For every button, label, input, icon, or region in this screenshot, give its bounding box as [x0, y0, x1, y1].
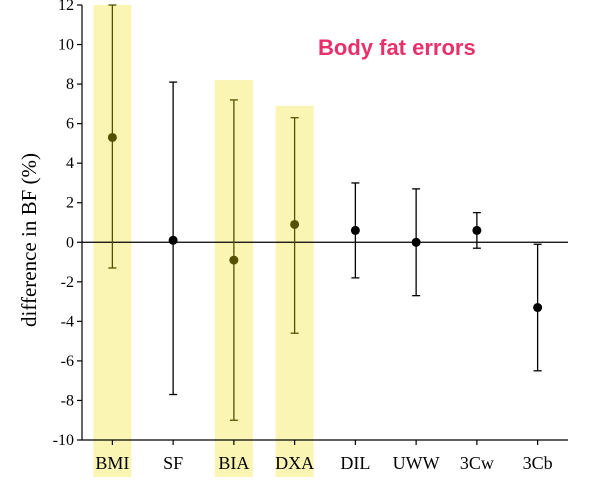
x-category-label-bia: BIA	[218, 453, 249, 473]
x-category-label-3cb: 3Cb	[523, 453, 553, 473]
y-tick-label-8: 8	[66, 76, 74, 93]
y-tick-label-4: 4	[66, 155, 74, 172]
y-tick-label--8: -8	[61, 392, 74, 409]
x-category-label-bmi: BMI	[95, 453, 129, 473]
x-category-label-3cw: 3Cw	[460, 453, 494, 473]
highlight-bands	[93, 5, 314, 478]
error-bars	[108, 4, 542, 421]
chart-title: Body fat errors	[318, 35, 476, 60]
y-tick-label--4: -4	[61, 313, 74, 330]
data-point-sf	[168, 235, 178, 245]
y-tick-label-10: 10	[58, 37, 74, 54]
data-point-uww	[411, 237, 421, 247]
data-point-3cb	[533, 303, 543, 313]
data-point-dil	[350, 225, 360, 235]
data-point-dxa	[290, 219, 300, 229]
y-axis-ticks: 12 10 8 6 4 2 0 -2 -4 -6 -8 -10	[53, 0, 82, 449]
data-points	[107, 132, 543, 313]
y-tick-label-0: 0	[66, 234, 74, 251]
y-tick-label--10: -10	[53, 432, 74, 449]
x-category-label-dxa: DXA	[275, 453, 314, 473]
x-category-label-uww: UWW	[393, 453, 440, 473]
y-tick-label-2: 2	[66, 195, 74, 212]
axes	[81, 5, 568, 441]
x-category-label-dil: DIL	[340, 453, 370, 473]
y-tick-label-6: 6	[66, 116, 74, 133]
y-axis-label: difference in BF (%)	[17, 153, 41, 327]
x-category-label-sf: SF	[163, 453, 183, 473]
data-point-bmi	[107, 132, 117, 142]
y-tick-label--2: -2	[61, 274, 74, 291]
y-tick-label--6: -6	[61, 353, 74, 370]
data-point-bia	[229, 255, 239, 265]
y-tick-label-12: 12	[58, 0, 74, 14]
data-point-3cw	[472, 225, 482, 235]
x-axis-categories: BMI SF BIA DXA DIL UWW 3Cw 3Cb	[95, 440, 553, 473]
